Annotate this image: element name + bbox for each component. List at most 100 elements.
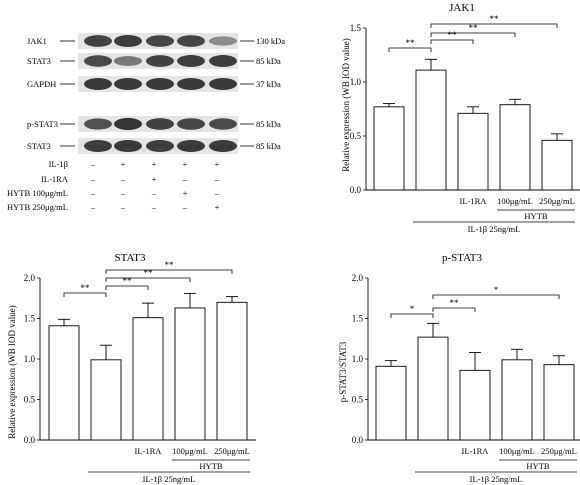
treatment-sign: +	[215, 159, 220, 169]
x-tick-label: 100μg/mL	[499, 446, 535, 456]
blot-band	[177, 139, 205, 153]
y-tick-label: 0.0	[352, 435, 364, 445]
treatment-sign: –	[214, 174, 220, 184]
significance-bracket	[430, 23, 558, 28]
treatment-sign: –	[120, 188, 126, 198]
pstat3-chart-title: p-STAT3	[442, 252, 483, 264]
x-tick-label: IL-1RA	[135, 446, 163, 456]
bar	[90, 359, 122, 441]
blot-band	[146, 118, 174, 130]
blot-band	[84, 118, 112, 130]
significance-bracket	[390, 313, 434, 318]
group-label: HYTB	[526, 461, 549, 471]
treatment-sign: –	[214, 188, 220, 198]
blot-kda-label: 37 kDa	[256, 79, 281, 89]
blot-band	[209, 77, 237, 91]
stat3-chart: STAT3 Relative expression (WB IOD value)…	[7, 252, 256, 484]
blot-band	[84, 55, 112, 67]
blot-band	[177, 118, 205, 130]
y-tick-label: 0.0	[24, 435, 36, 445]
blot-band	[146, 35, 174, 47]
jak1-y-axis-label: Relative expression (WB IOD value)	[341, 38, 351, 171]
bar	[417, 336, 449, 441]
blot-band	[114, 56, 142, 66]
bar	[48, 325, 80, 441]
treatment-sign: –	[151, 188, 157, 198]
significance-bracket	[105, 269, 233, 274]
condition-label: IL-1β 25ng/mL	[143, 474, 196, 484]
treatment-sign: +	[215, 202, 220, 212]
blot-band	[114, 139, 142, 153]
treatment-sign: –	[90, 202, 96, 212]
x-tick-label: 100μg/mL	[497, 196, 533, 206]
blot-band	[209, 36, 237, 46]
blot-band	[209, 118, 237, 130]
significance-label: **	[450, 298, 460, 308]
blot-protein-label: STAT3	[27, 56, 51, 66]
treatment-label: IL-1β	[49, 159, 68, 169]
blot-band	[209, 139, 237, 153]
blot-band	[146, 55, 174, 67]
group-label: HYTB	[199, 461, 222, 471]
bar	[543, 364, 575, 441]
bar	[375, 365, 407, 441]
y-tick-label: 1.5	[350, 23, 362, 33]
treatment-sign: –	[90, 159, 96, 169]
significance-label: **	[469, 23, 479, 33]
pstat3-chart: p-STAT3 p-STAT3/STAT3 0.0 0.5 1.0 1.5 2.0 IL-…	[338, 252, 580, 484]
y-tick-label: 0.0	[350, 185, 362, 195]
treatment-sign: –	[120, 202, 126, 212]
treatment-sign: +	[152, 159, 157, 169]
significance-label: **	[165, 260, 175, 270]
blot-band	[84, 77, 112, 91]
x-tick-label: IL-1RA	[462, 446, 490, 456]
treatment-sign: +	[183, 159, 188, 169]
blot-protein-label: STAT3	[27, 141, 51, 151]
y-tick-label: 1.5	[352, 314, 364, 324]
blot-band	[177, 35, 205, 47]
condition-label: IL-1β 25ng/mL	[470, 474, 523, 484]
x-tick-label: 250μg/mL	[541, 446, 577, 456]
significance-bracket	[105, 277, 191, 282]
treatment-label: HYTB 250μg/mL	[7, 202, 68, 212]
significance-label: **	[406, 38, 416, 48]
y-tick-label: 2.0	[24, 273, 36, 283]
bar	[541, 139, 573, 191]
bar	[174, 307, 206, 441]
pstat3-y-axis-label: p-STAT3/STAT3	[338, 341, 348, 402]
treatment-sign: –	[182, 202, 188, 212]
x-tick-label: 250μg/mL	[214, 446, 250, 456]
significance-bracket	[105, 285, 149, 290]
treatment-sign: –	[90, 188, 96, 198]
significance-bracket	[432, 307, 476, 312]
treatment-sign: –	[120, 174, 126, 184]
significance-label: **	[123, 276, 133, 286]
condition-label: IL-1β 25ng/mL	[468, 224, 521, 234]
y-tick-label: 0.5	[350, 131, 362, 141]
bar	[457, 112, 489, 191]
blot-band	[84, 140, 112, 152]
bar	[499, 104, 531, 191]
stat3-y-axis-label: Relative expression (WB IOD value)	[7, 305, 17, 438]
treatment-label: HYTB 100μg/mL	[7, 188, 68, 198]
blot-band	[177, 55, 205, 67]
significance-bracket	[388, 47, 432, 52]
blot-kda-label: 85 kDa	[256, 141, 281, 151]
significance-label: **	[81, 283, 91, 293]
significance-bracket	[63, 292, 107, 297]
treatment-label: IL-1RA	[41, 174, 69, 184]
significance-bracket	[430, 32, 516, 37]
y-tick-label: 2.0	[352, 273, 364, 283]
significance-bracket	[432, 294, 560, 299]
blot-kda-label: 85 kDa	[256, 119, 281, 129]
significance-label: *	[494, 285, 499, 295]
stat3-chart-title: STAT3	[115, 252, 146, 264]
blot-band	[146, 140, 174, 152]
x-tick-label: 100μg/mL	[172, 446, 208, 456]
jak1-plot-area: 0.0 0.5 1.0 1.5 IL-1RA 100μg/mL 250μg/mL HYTBIL…	[350, 14, 580, 234]
blot-band	[146, 77, 174, 91]
blot-protein-label: p-STAT3	[27, 119, 58, 129]
y-tick-label: 1.5	[24, 314, 36, 324]
bar	[132, 317, 164, 441]
